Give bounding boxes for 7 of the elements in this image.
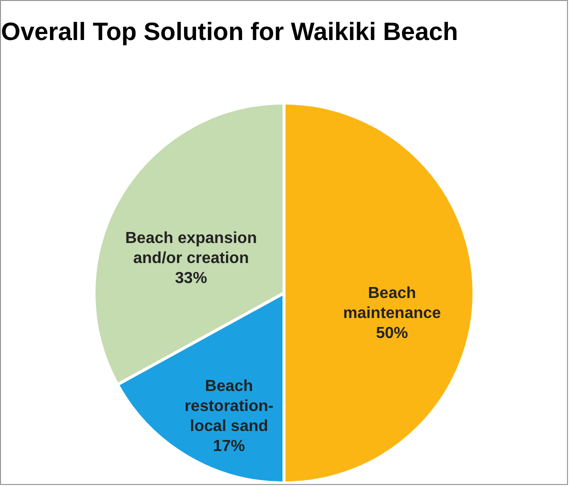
chart-title: Overall Top Solution for Waikiki Beach xyxy=(1,18,458,46)
slice-label: Beach maintenance xyxy=(343,285,442,322)
data-label: 33% xyxy=(175,270,208,288)
slice-label: Beach expansion and/or creation xyxy=(125,230,257,268)
data-label: 50% xyxy=(376,325,408,342)
slice-label: Beach restoration-local sand xyxy=(184,378,274,435)
data-label: 17% xyxy=(213,438,246,455)
